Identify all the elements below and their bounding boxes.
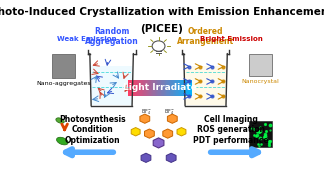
Bar: [183, 80, 184, 96]
Bar: [138, 80, 139, 96]
Text: Light Irradiate: Light Irradiate: [123, 84, 197, 92]
Text: Weak Emission: Weak Emission: [57, 36, 116, 42]
Polygon shape: [141, 153, 151, 162]
Polygon shape: [163, 129, 173, 138]
Bar: [165, 80, 166, 96]
Bar: [191, 80, 192, 96]
Bar: [178, 80, 179, 96]
Bar: [141, 80, 142, 96]
Text: (PICEE): (PICEE): [141, 24, 183, 34]
Bar: [148, 80, 149, 96]
Bar: [176, 80, 178, 96]
Bar: [189, 80, 191, 96]
Bar: [133, 80, 134, 96]
FancyBboxPatch shape: [185, 66, 226, 105]
Bar: [128, 80, 129, 96]
Polygon shape: [153, 138, 164, 148]
Bar: [139, 80, 141, 96]
Bar: [170, 80, 171, 96]
Text: Nano-aggregates: Nano-aggregates: [36, 81, 91, 86]
Bar: [179, 80, 180, 96]
Bar: [156, 80, 157, 96]
Ellipse shape: [56, 118, 64, 123]
Bar: [175, 80, 176, 96]
Bar: [157, 80, 158, 96]
Bar: [166, 80, 168, 96]
FancyBboxPatch shape: [249, 53, 272, 76]
Bar: [161, 80, 162, 96]
Text: BF$_4^-$: BF$_4^-$: [142, 107, 153, 117]
Text: Random
Aggregation: Random Aggregation: [85, 27, 138, 46]
Bar: [174, 80, 175, 96]
Bar: [151, 80, 152, 96]
Text: Photosynthesis
Condition
Optimization: Photosynthesis Condition Optimization: [59, 115, 125, 145]
Polygon shape: [131, 128, 140, 136]
Polygon shape: [140, 114, 150, 123]
FancyBboxPatch shape: [52, 53, 75, 78]
Text: BF$_4^-$: BF$_4^-$: [164, 107, 176, 117]
Bar: [134, 80, 135, 96]
Polygon shape: [166, 153, 176, 162]
Bar: [180, 80, 181, 96]
Bar: [147, 80, 148, 96]
FancyBboxPatch shape: [249, 121, 272, 147]
Text: Cell Imaging
ROS generation
PDT performance: Cell Imaging ROS generation PDT performa…: [193, 115, 269, 145]
Bar: [135, 80, 137, 96]
FancyBboxPatch shape: [91, 66, 132, 105]
Bar: [158, 80, 160, 96]
Bar: [171, 80, 173, 96]
Bar: [187, 80, 188, 96]
Bar: [145, 80, 147, 96]
Bar: [153, 80, 155, 96]
Bar: [181, 80, 183, 96]
Bar: [155, 80, 156, 96]
Bar: [132, 80, 133, 96]
Bar: [169, 80, 170, 96]
Bar: [149, 80, 151, 96]
Bar: [173, 80, 174, 96]
Bar: [164, 80, 165, 96]
Polygon shape: [177, 128, 186, 136]
Bar: [129, 80, 130, 96]
Text: Photo-Induced Crystallization with Emission Enhancement: Photo-Induced Crystallization with Emiss…: [0, 7, 324, 17]
Bar: [184, 80, 185, 96]
Bar: [143, 80, 144, 96]
Text: Nanocrystal: Nanocrystal: [242, 79, 279, 84]
Polygon shape: [168, 114, 177, 123]
Bar: [160, 80, 161, 96]
Bar: [152, 80, 153, 96]
Bar: [162, 80, 164, 96]
Bar: [168, 80, 169, 96]
Ellipse shape: [57, 137, 68, 145]
Bar: [130, 80, 132, 96]
Text: Bright Emission: Bright Emission: [200, 36, 263, 42]
Bar: [137, 80, 138, 96]
Polygon shape: [145, 129, 154, 138]
Text: Ordered
Arrangement: Ordered Arrangement: [177, 27, 234, 46]
Bar: [144, 80, 145, 96]
Bar: [185, 80, 187, 96]
Bar: [142, 80, 143, 96]
Bar: [188, 80, 189, 96]
